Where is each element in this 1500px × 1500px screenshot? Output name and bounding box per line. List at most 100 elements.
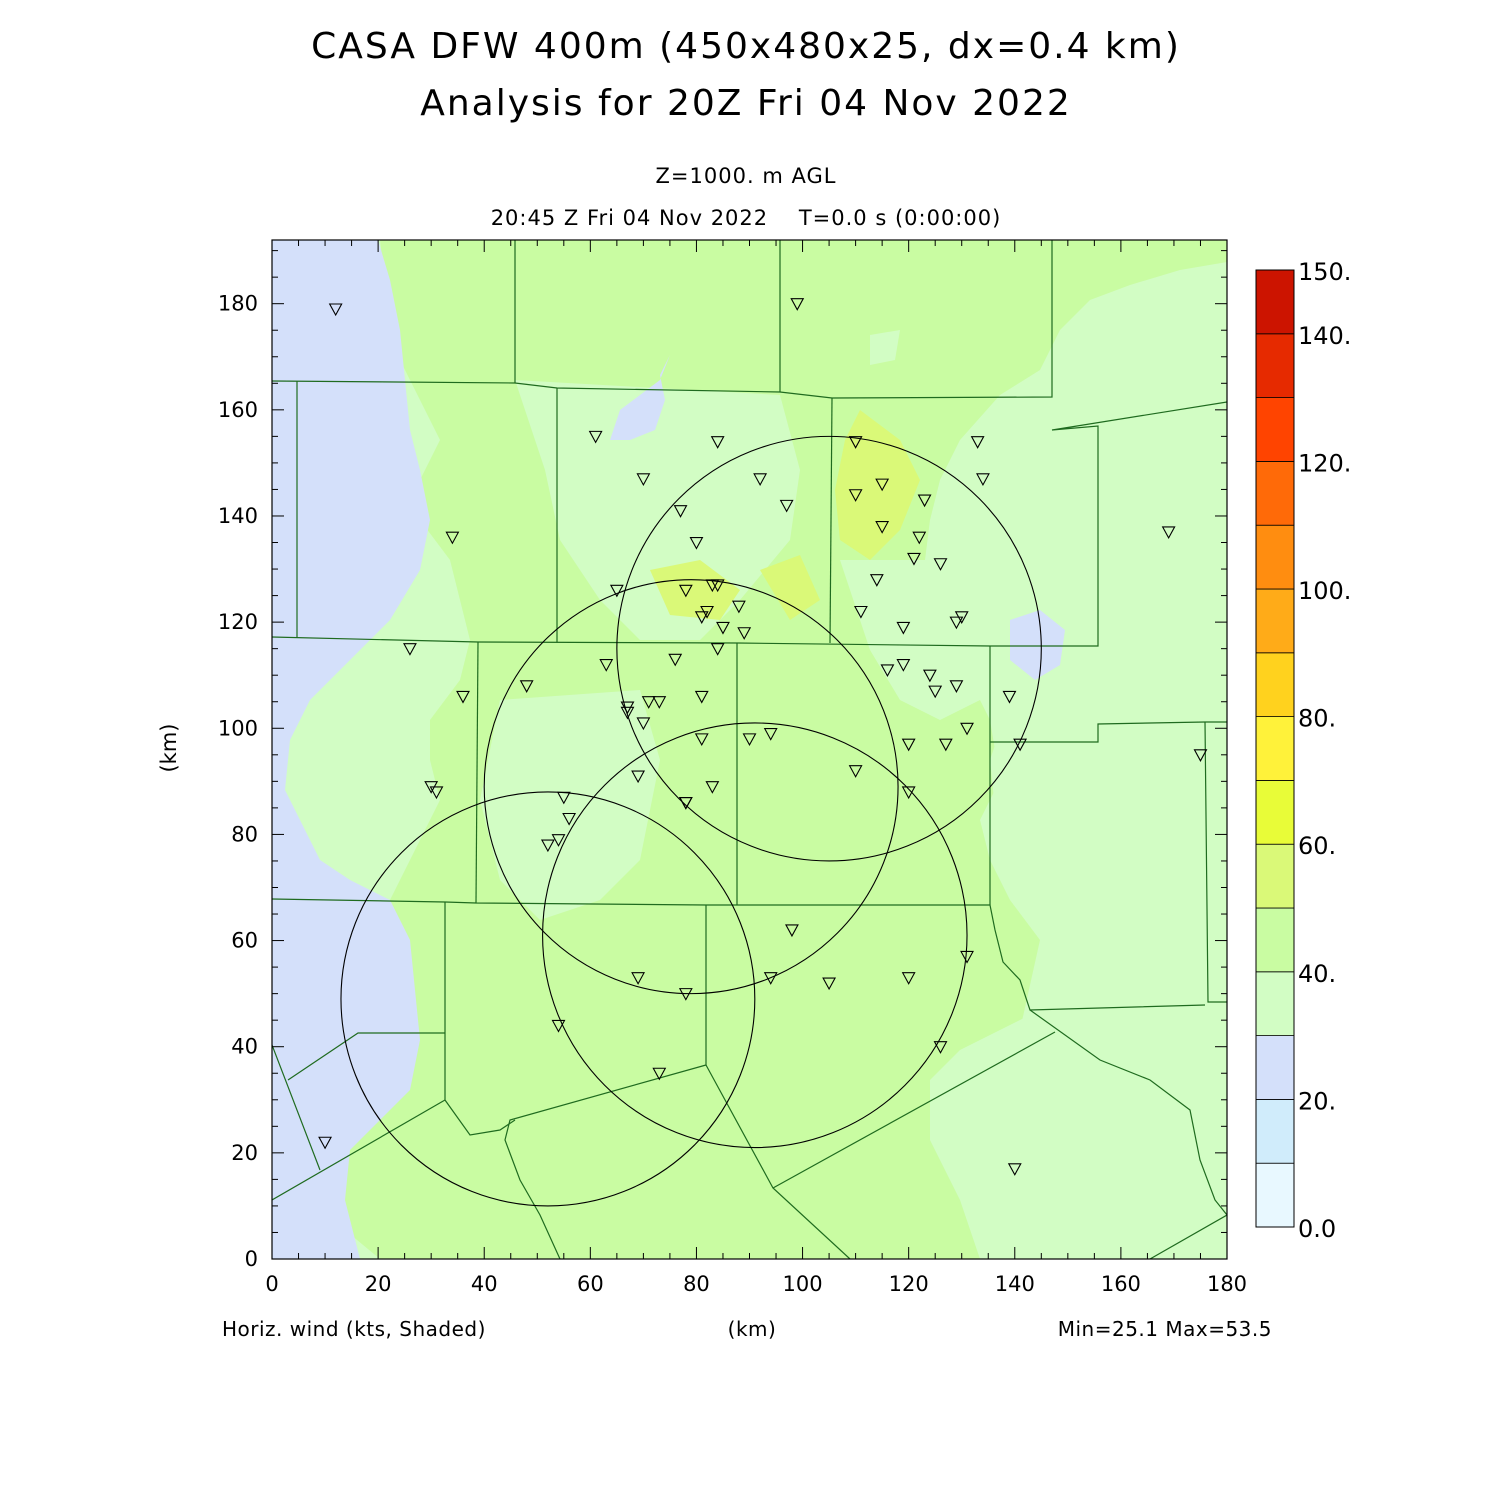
radar-ring-3 (542, 722, 968, 1149)
colorbar-label: 0.0 (1298, 1215, 1336, 1243)
wind-shade-mid-pocket (870, 330, 900, 365)
station-marker (933, 1041, 948, 1054)
x-tick-label: 0 (265, 1272, 278, 1296)
radar-rings (340, 435, 1042, 1207)
station-marker (328, 303, 343, 317)
station-marker (429, 786, 444, 800)
colorbar-label: 120. (1298, 449, 1351, 477)
colorbar-label: 60. (1298, 832, 1336, 860)
y-tick-label: 20 (231, 1141, 258, 1165)
station-marker (896, 621, 911, 635)
colorbar-band (1255, 907, 1295, 973)
station-marker (678, 584, 693, 598)
variable-label: Horiz. wind (kts, Shaded) (222, 1317, 486, 1341)
station-marker (1193, 749, 1208, 762)
min-max-label: Min=25.1 Max=53.5 (1058, 1317, 1272, 1341)
y-tick-label: 180 (218, 292, 258, 316)
y-tick-label: 140 (218, 504, 258, 528)
colorbar-band (1255, 652, 1295, 717)
station-marker (678, 988, 693, 1001)
y-tick-label: 60 (231, 929, 258, 953)
station-marker (763, 972, 778, 985)
x-tick-label: 60 (577, 1272, 604, 1296)
station-marker (960, 950, 974, 964)
station-marker (689, 536, 704, 550)
station-marker (949, 616, 964, 630)
station-marker (848, 489, 863, 502)
station-marker (901, 738, 916, 752)
station-marker (869, 574, 884, 587)
station-marker (694, 733, 709, 747)
y-axis-label: (km) (157, 723, 181, 772)
colorbar-band (1255, 460, 1295, 526)
station-marker (880, 664, 895, 678)
station-marker (710, 579, 725, 593)
station-marker (790, 298, 805, 311)
wind-shade-low-east (1010, 610, 1065, 680)
county-boundaries (272, 240, 1227, 1259)
y-tick-label: 0 (245, 1247, 258, 1271)
station-marker (785, 924, 799, 938)
colorbar-band (1255, 333, 1295, 398)
wind-shade-low-lake (610, 355, 670, 440)
station-markers (318, 298, 1208, 1176)
wind-shade-light-4 (480, 690, 660, 920)
radar-ring-1 (340, 791, 756, 1207)
wind-shade-light-2 (840, 560, 1000, 720)
colorbar-label: 140. (1298, 322, 1351, 350)
colorbar: 0.0 20. 40. 60. 80. 100. 120. 140. 150. (1255, 258, 1351, 1243)
station-marker (710, 643, 725, 656)
station-marker (705, 781, 720, 794)
x-tick-label: 140 (995, 1272, 1035, 1296)
station-marker (710, 436, 725, 449)
wind-shade-light-3 (990, 400, 1227, 1259)
x-tick-label: 40 (471, 1272, 498, 1296)
x-tick-label: 120 (889, 1272, 929, 1296)
colorbar-band (1255, 524, 1295, 590)
station-marker (540, 839, 555, 853)
station-marker (960, 722, 974, 736)
station-marker (609, 584, 624, 598)
station-marker (551, 1019, 566, 1033)
x-tick-label: 180 (1207, 1272, 1247, 1296)
x-axis-label: (km) (728, 1317, 777, 1341)
station-marker (631, 770, 646, 784)
station-marker (742, 733, 757, 747)
station-marker (848, 765, 863, 778)
station-marker (318, 1136, 332, 1150)
station-marker (901, 972, 916, 985)
wind-shade-light-1 (515, 380, 800, 640)
station-marker (694, 611, 709, 624)
station-marker (636, 717, 651, 731)
plot-title: CASA DFW 400m (450x480x25, dx=0.4 km) (311, 26, 1181, 67)
station-marker (599, 659, 614, 672)
station-marker (938, 738, 953, 752)
station-marker (652, 696, 667, 709)
wind-shade-low-west (272, 240, 430, 1259)
colorbar-label: 80. (1298, 705, 1336, 733)
x-tick-label: 160 (1101, 1272, 1141, 1296)
station-marker (636, 473, 651, 486)
station-marker (678, 797, 693, 810)
axes: 0 20 40 60 80 100 120 140 160 180 0 20 40 60 80 100 120 1… (218, 240, 1247, 1296)
station-marker (588, 430, 603, 444)
station-marker (731, 600, 746, 614)
station-marker (753, 473, 768, 486)
station-marker (949, 680, 964, 693)
station-marker (694, 690, 709, 704)
wind-shade-high-3 (760, 555, 820, 620)
y-tick-label: 120 (218, 610, 258, 634)
x-tick-label: 20 (365, 1272, 392, 1296)
station-marker (896, 659, 911, 672)
station-marker (1002, 690, 1017, 704)
colorbar-frame (1255, 269, 1295, 1228)
colorbar-band (1255, 1099, 1295, 1164)
station-marker (737, 627, 752, 640)
radar-ring-4 (616, 435, 1042, 862)
station-marker (631, 972, 646, 985)
station-marker (1013, 738, 1028, 752)
station-marker (917, 494, 932, 508)
station-marker (551, 834, 566, 847)
station-marker (779, 499, 794, 513)
x-tick-label: 80 (683, 1272, 710, 1296)
